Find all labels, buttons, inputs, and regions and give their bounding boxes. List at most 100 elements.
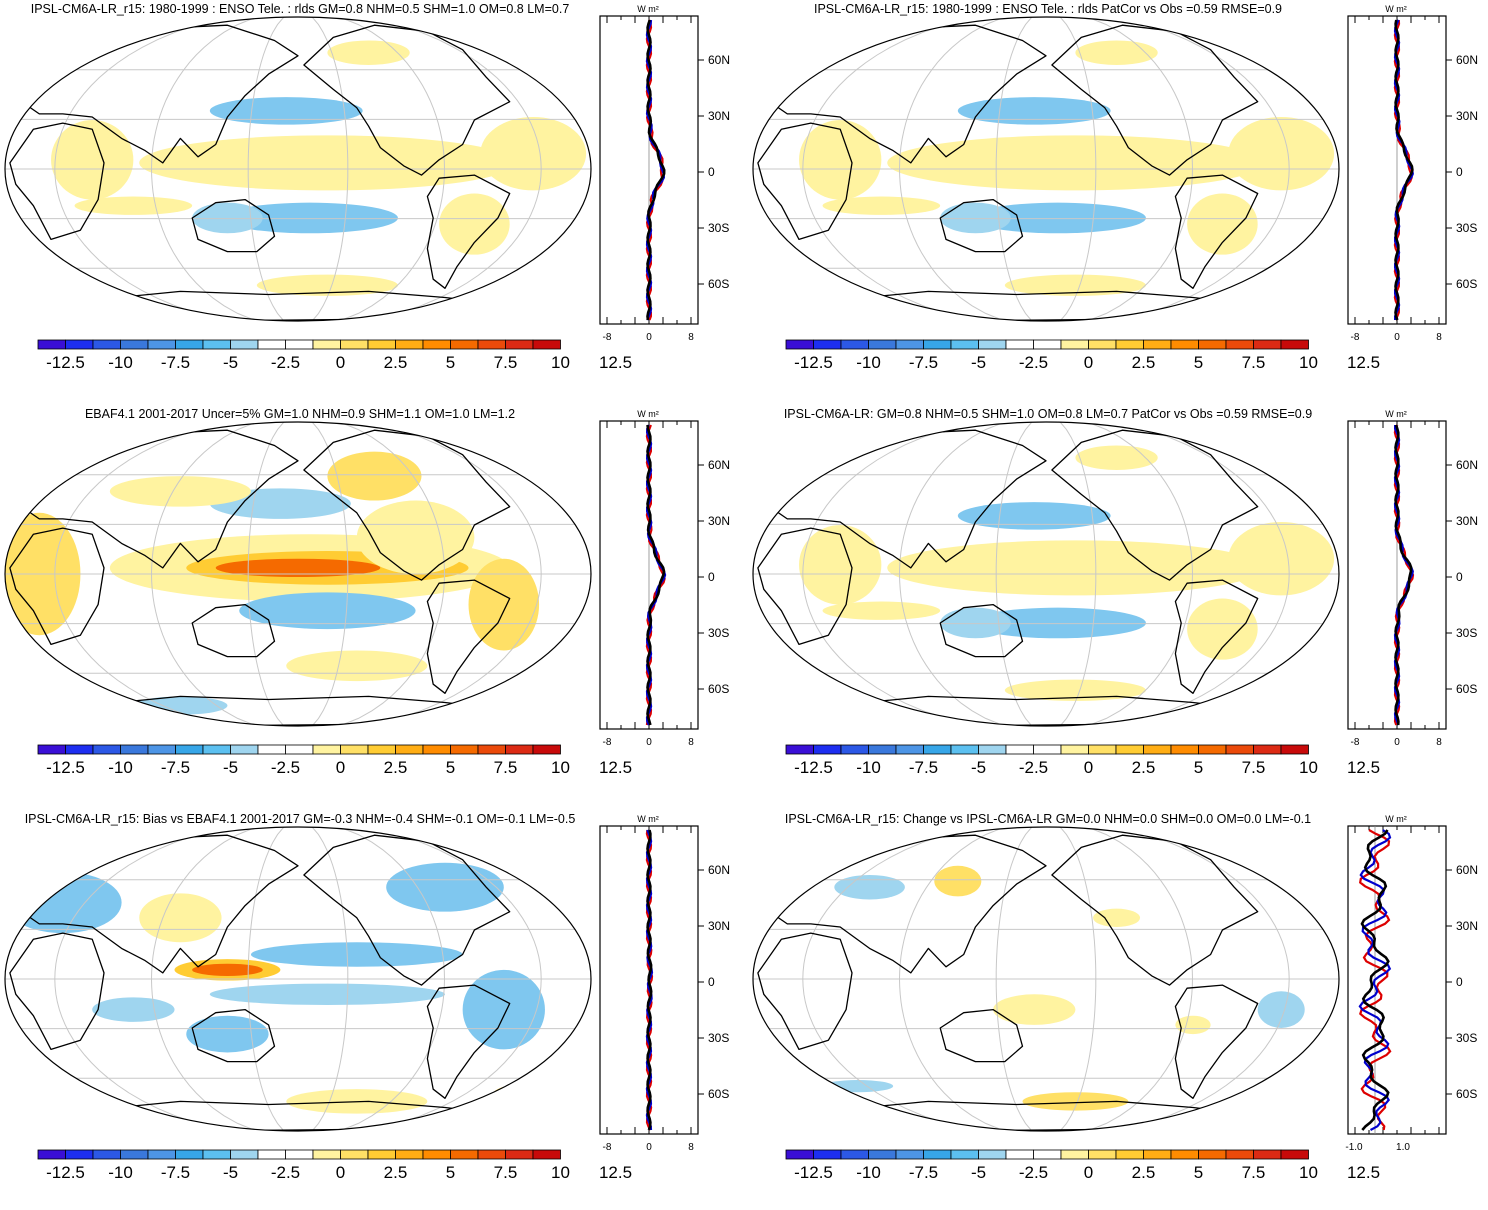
colorbar-swatch [285,339,314,350]
colorbar-swatch [950,339,979,350]
colorbar-swatch [532,744,561,755]
x-tick-label: 1.0 [1396,1142,1410,1153]
colorbar-tick-label: -2.5 [1019,353,1048,372]
colorbar-swatch [1170,1149,1199,1160]
colorbar-swatch [1143,744,1172,755]
meridian-line [995,422,1033,726]
anomaly-patch [1228,521,1335,596]
x-tick-label: 0 [646,1142,652,1153]
colorbar-tick-label: -10 [108,758,133,777]
anomaly-patch [239,592,416,630]
meridian-line [247,827,285,1131]
meridian-line [1087,422,1194,726]
colorbar-swatch [840,1149,869,1160]
colorbar-tick-label: -7.5 [161,758,190,777]
colorbar-swatch [1033,1149,1062,1160]
colorbar-swatch [147,744,176,755]
colorbar-swatch [202,339,231,350]
panel-p1: IPSL-CM6A-LR_r15: 1980-1999 : ENSO Tele.… [0,0,744,400]
coastline-namerica [1051,24,1259,176]
colorbar-swatch [1253,1149,1282,1160]
anomaly-patch [887,540,1264,596]
colorbar-swatch [1033,339,1062,350]
meridian-line [54,422,230,726]
colorbar-swatch [1005,339,1034,350]
lat-tick-label: 0 [708,570,715,584]
colorbar-swatch [1005,1149,1034,1160]
coastline-africa [757,932,853,1051]
meridian-line [1087,17,1194,321]
colorbar-tick-label: -2.5 [271,353,300,372]
panel-title: IPSL-CM6A-LR_r15: Change vs IPSL-CM6A-LR… [784,812,1312,826]
lat-tick-label: 60N [1456,458,1478,472]
coastline-australia [191,603,276,658]
meridian-line [247,17,285,321]
anomaly-patch [1075,40,1158,65]
colorbar-swatch [92,744,121,755]
colorbar-tick-label: 2.5 [384,758,408,777]
units-label: W m² [637,409,659,419]
coastline-samerica [426,579,511,694]
colorbar-swatch [1225,1149,1254,1160]
lat-tick-label: 0 [1456,165,1463,179]
colorbar-swatch [202,1149,231,1160]
meridian-line [1059,17,1097,321]
lat-tick-label: 60S [708,277,729,291]
panel-p5: IPSL-CM6A-LR_r15: Bias vs EBAF4.1 2001-2… [0,810,744,1210]
colorbar-swatch [978,339,1007,350]
zonal-profile: W m² 60N 30N 0 30S 60S -8 0 8 [1347,4,1478,343]
colorbar-swatch [1253,339,1282,350]
colorbar-swatch [1033,744,1062,755]
coastline-australia [939,198,1024,253]
lat-tick-label: 30N [708,919,730,933]
colorbar-swatch [1253,744,1282,755]
colorbar-tick-label: 5 [446,1163,455,1182]
colorbar-tick-label: 5 [446,353,455,372]
obs-profile [646,19,666,321]
anomaly-patch [74,196,193,215]
colorbar-tick-label: 2.5 [1132,758,1156,777]
colorbar: -12.5 -10 -7.5 -5 -2.5 0 2.5 5 7.5 10 12.5 [785,339,1380,372]
colorbar-tick-label: 7.5 [1242,1163,1266,1182]
colorbar-swatch [813,1149,842,1160]
colorbar-swatch [1143,339,1172,350]
units-label: W m² [1385,814,1407,824]
coastline-namerica [303,429,511,581]
meridian-line [54,17,230,321]
colorbar-swatch [312,1149,341,1160]
anomaly-patch [192,963,263,976]
colorbar-swatch [285,1149,314,1160]
colorbar-swatch [1198,744,1227,755]
colorbar-swatch [340,1149,369,1160]
coastline-australia [191,198,276,253]
colorbar-tick-label: 10 [551,353,570,372]
meridian-line [1087,827,1194,1131]
colorbar-swatch [422,744,451,755]
colorbar-tick-label: -5 [971,353,986,372]
meridian-line [54,827,230,1131]
colorbar-swatch [395,1149,424,1160]
colorbar-swatch [1170,339,1199,350]
anomaly-patch [969,202,1146,234]
colorbar-tick-label: -2.5 [1019,758,1048,777]
colorbar-swatch [477,1149,506,1160]
anomaly-patch [957,502,1111,530]
colorbar-tick-label: -12.5 [794,758,833,777]
colorbar-swatch [1170,744,1199,755]
panel-title: IPSL-CM6A-LR: GM=0.8 NHM=0.5 SHM=1.0 OM=… [783,407,1313,421]
lat-tick-label: 30S [1456,221,1477,235]
colorbar-tick-label: 10 [1299,353,1318,372]
anomaly-patch [834,874,905,900]
alt-profile [1358,829,1392,1131]
colorbar-tick-label: 7.5 [1242,758,1266,777]
colorbar-tick-label: -7.5 [161,1163,190,1182]
colorbar-tick-label: 10 [551,758,570,777]
units-label: W m² [1385,409,1407,419]
colorbar-tick-label: -10 [856,758,881,777]
anomaly-patch [439,193,510,255]
lat-tick-label: 0 [708,975,715,989]
coastline-namerica [1051,429,1259,581]
x-tick-label: 0 [646,332,652,343]
colorbar-swatch [230,339,259,350]
colorbar-tick-label: -5 [223,1163,238,1182]
